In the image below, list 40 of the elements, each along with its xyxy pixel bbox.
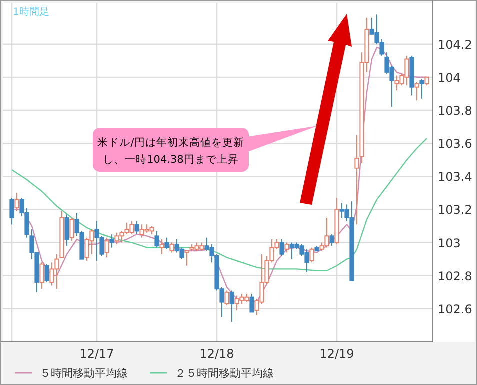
candlestick <box>280 238 284 257</box>
candlestick <box>160 238 164 255</box>
y-tick-label: 104 <box>438 70 461 85</box>
candlestick <box>164 237 170 250</box>
candlestick <box>170 242 174 254</box>
candlestick <box>420 78 424 100</box>
candlestick <box>44 264 50 283</box>
y-tick-label: 103.4 <box>438 170 472 184</box>
y-tick-label: 103.2 <box>438 203 472 218</box>
candlestick <box>250 294 254 313</box>
candlestick <box>104 237 110 258</box>
annotation: 米ドル/円は年初来高値を更新し、一時104.38円まで上昇 <box>98 136 244 166</box>
legend-label: ５時間移動平均線 <box>40 367 128 380</box>
candlestick <box>310 247 314 264</box>
candlestick <box>184 250 190 266</box>
y-tick-label: 104.2 <box>438 38 472 52</box>
x-tick-label: 12/17 <box>80 347 114 361</box>
candlestick <box>40 262 44 290</box>
y-tick-label: 102.6 <box>438 302 472 316</box>
candlestick <box>134 220 140 236</box>
chart-title: 1時間足 <box>13 6 50 18</box>
candlestick <box>330 234 334 247</box>
candlestick <box>414 82 420 102</box>
candlestick <box>10 198 14 226</box>
candlestick <box>14 192 20 212</box>
x-tick-label: 12/18 <box>200 347 234 361</box>
candlestick <box>70 217 74 242</box>
y-tick-label: 103 <box>438 236 461 250</box>
candlestick <box>154 230 160 248</box>
legend-label: ２５時間移動平均線 <box>175 367 274 380</box>
candlestick <box>354 134 360 226</box>
candlestick <box>284 242 290 254</box>
candlestick <box>230 290 234 323</box>
candlestick <box>110 234 114 248</box>
y-tick-label: 102.8 <box>438 269 472 284</box>
x-tick-label: 12/19 <box>320 347 354 361</box>
candlestick <box>64 214 70 247</box>
candlestick <box>224 290 230 306</box>
y-tick-label: 103.8 <box>438 104 472 118</box>
y-tick-label: 103.6 <box>438 137 472 152</box>
